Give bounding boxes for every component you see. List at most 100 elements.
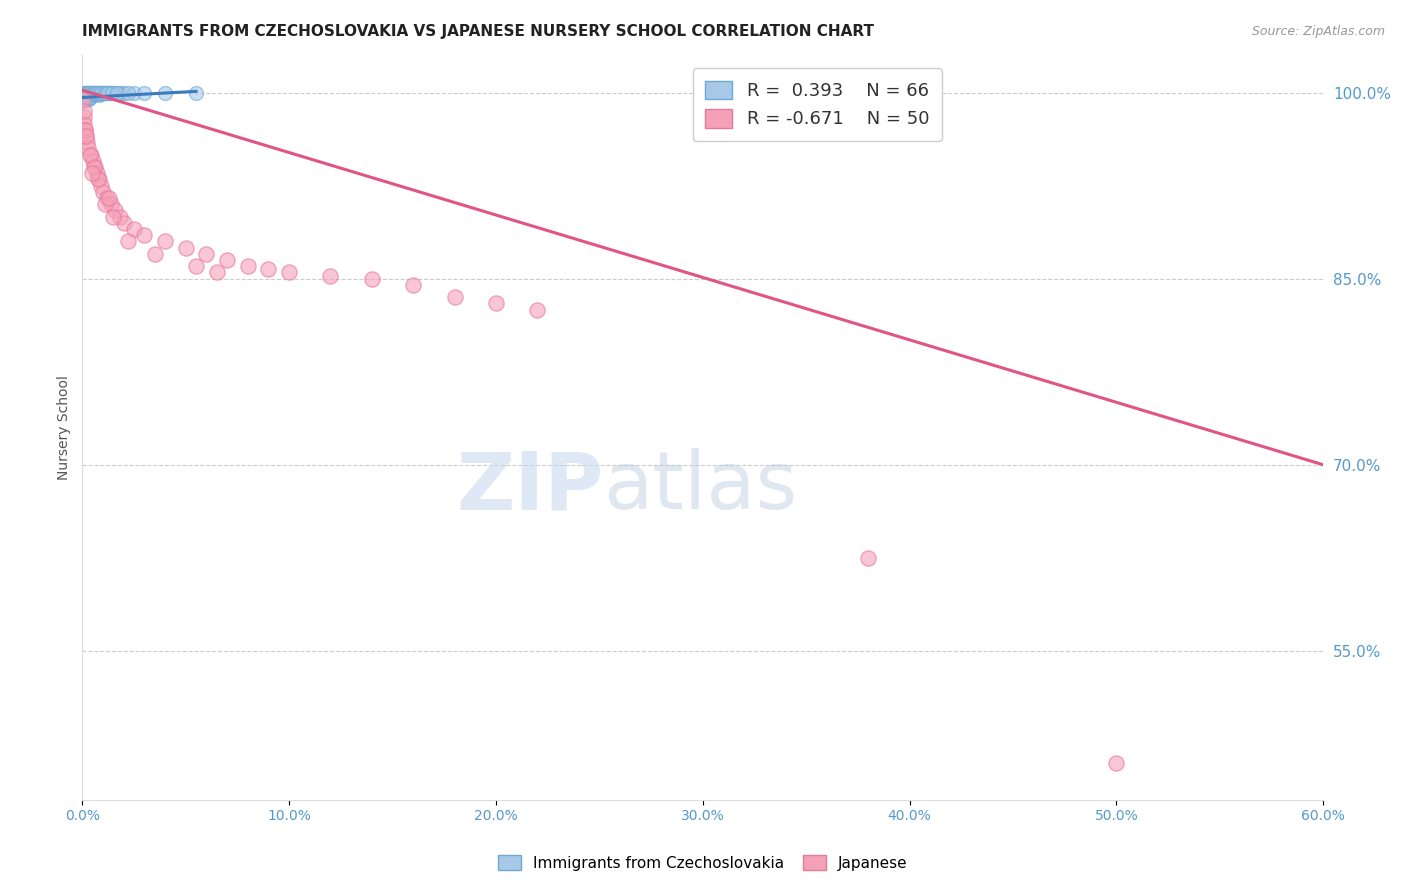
Y-axis label: Nursery School: Nursery School [58, 376, 72, 480]
Point [73, 87, 96, 101]
Point [319, 269, 342, 284]
Point [75, 89, 97, 103]
Point [94, 197, 117, 211]
Point [87, 172, 110, 186]
Point [134, 86, 156, 100]
Point [76, 90, 98, 104]
Point [97, 86, 120, 100]
Point [402, 277, 425, 292]
Point [91, 86, 114, 100]
Point [195, 247, 218, 261]
Point [91, 86, 114, 100]
Point [73, 111, 96, 125]
Point [75, 89, 97, 103]
Point [79, 86, 101, 100]
Point [73, 123, 96, 137]
Point [98, 86, 121, 100]
Point [103, 86, 125, 100]
Point [75, 128, 97, 143]
Point [77, 89, 100, 103]
Point [101, 86, 124, 100]
Point [143, 247, 166, 261]
Point [104, 203, 127, 218]
Point [1105, 756, 1128, 770]
Point [80, 89, 103, 103]
Point [153, 86, 176, 100]
Point [83, 86, 105, 100]
Point [86, 166, 108, 180]
Point [84, 86, 107, 100]
Point [77, 87, 100, 101]
Point [90, 178, 112, 193]
Point [257, 261, 280, 276]
Point [72, 104, 94, 119]
Point [94, 86, 117, 100]
Point [77, 92, 100, 106]
Point [80, 88, 103, 103]
Point [80, 86, 103, 100]
Point [83, 160, 105, 174]
Point [80, 86, 103, 100]
Point [83, 86, 105, 100]
Point [73, 86, 96, 100]
Point [82, 153, 104, 168]
Point [108, 210, 131, 224]
Point [90, 87, 112, 101]
Point [76, 86, 98, 100]
Point [94, 86, 117, 100]
Point [98, 191, 121, 205]
Point [858, 550, 880, 565]
Point [79, 88, 101, 103]
Point [278, 265, 301, 279]
Point [91, 185, 114, 199]
Point [79, 86, 101, 100]
Point [80, 166, 103, 180]
Point [153, 235, 176, 249]
Point [134, 228, 156, 243]
Point [73, 86, 96, 100]
Point [75, 86, 97, 100]
Point [96, 191, 118, 205]
Point [100, 86, 122, 100]
Point [83, 86, 105, 100]
Point [79, 147, 101, 161]
Point [76, 92, 98, 106]
Point [84, 87, 107, 101]
Point [174, 241, 197, 255]
Point [96, 86, 118, 100]
Point [112, 216, 135, 230]
Point [72, 92, 94, 106]
Text: IMMIGRANTS FROM CZECHOSLOVAKIA VS JAPANESE NURSERY SCHOOL CORRELATION CHART: IMMIGRANTS FROM CZECHOSLOVAKIA VS JAPANE… [83, 24, 875, 39]
Point [82, 86, 104, 100]
Point [117, 86, 139, 100]
Point [443, 290, 465, 304]
Point [86, 86, 108, 100]
Point [90, 86, 112, 100]
Point [104, 86, 127, 100]
Point [107, 86, 129, 100]
Point [82, 88, 104, 103]
Point [76, 86, 98, 100]
Point [83, 160, 105, 174]
Point [75, 88, 97, 103]
Point [75, 87, 97, 101]
Point [79, 87, 101, 101]
Point [79, 147, 101, 161]
Point [73, 92, 96, 106]
Point [82, 87, 104, 101]
Point [108, 86, 131, 100]
Point [236, 260, 259, 274]
Point [76, 135, 98, 149]
Point [117, 235, 139, 249]
Point [122, 222, 145, 236]
Point [100, 197, 122, 211]
Point [87, 88, 110, 103]
Point [87, 172, 110, 186]
Point [77, 90, 100, 104]
Point [360, 271, 382, 285]
Point [122, 86, 145, 100]
Point [184, 260, 207, 274]
Legend: Immigrants from Czechoslovakia, Japanese: Immigrants from Czechoslovakia, Japanese [489, 846, 917, 880]
Text: ZIP: ZIP [457, 448, 603, 526]
Point [112, 86, 135, 100]
